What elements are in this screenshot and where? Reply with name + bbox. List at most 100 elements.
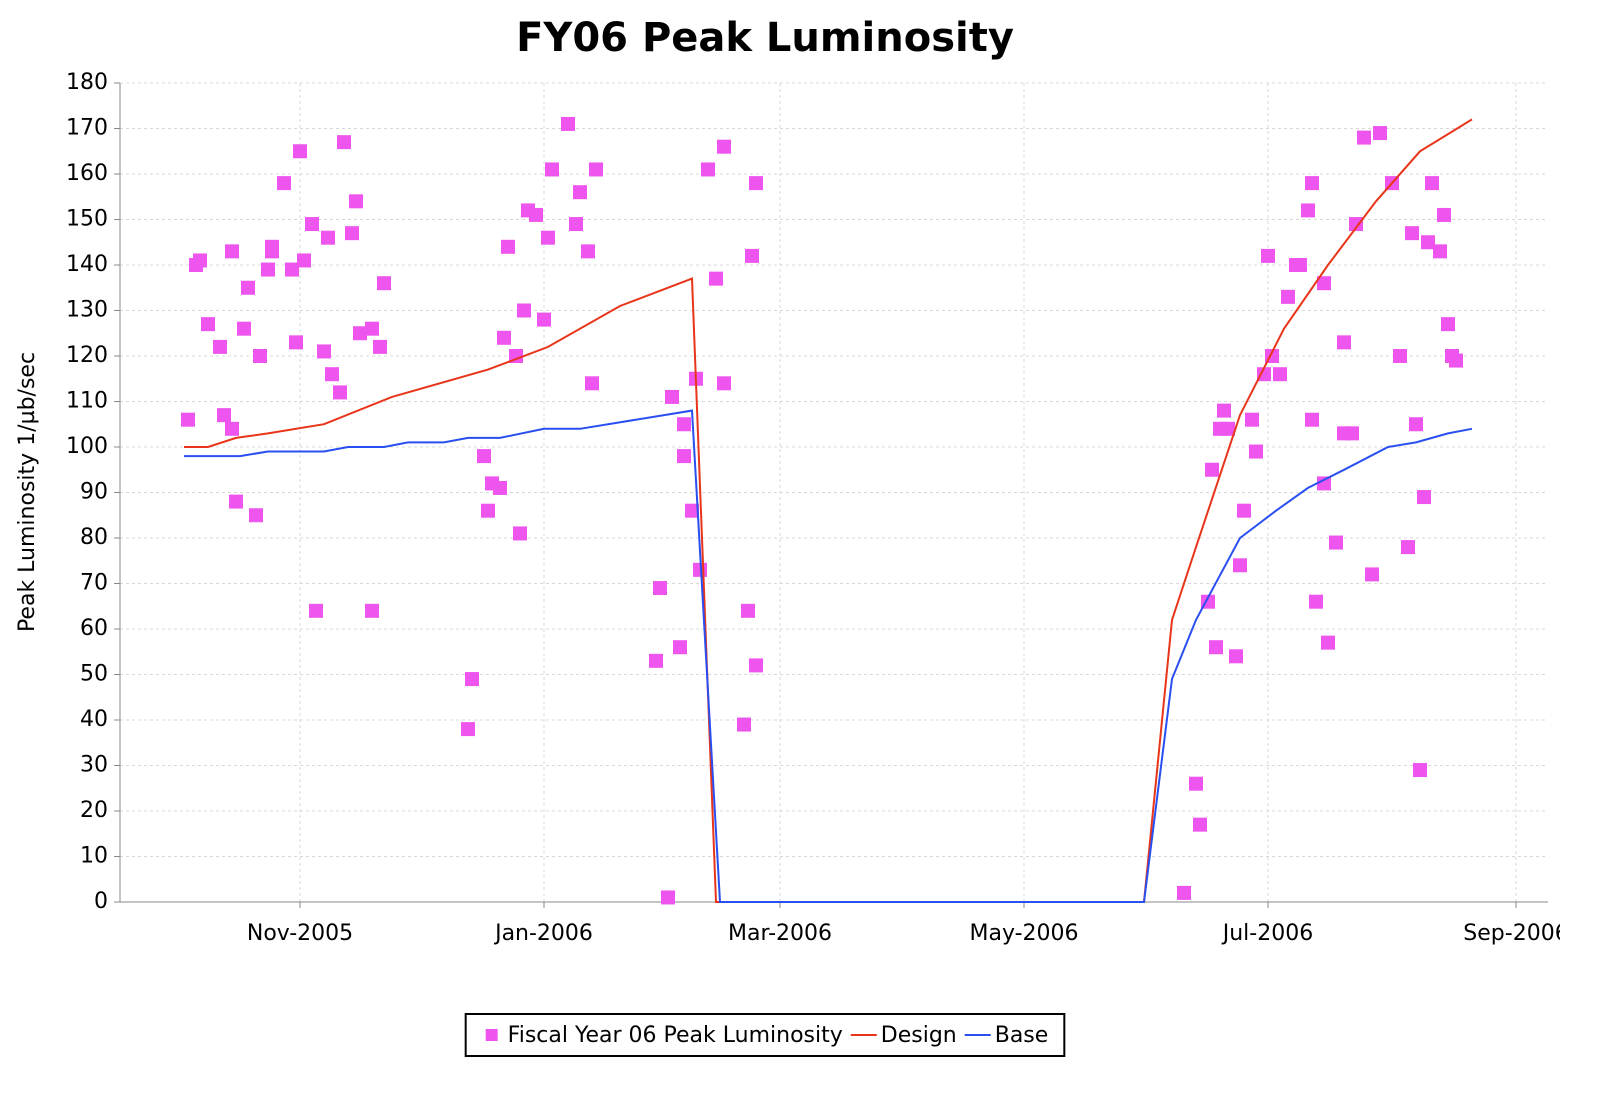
data-point	[249, 508, 263, 523]
data-point	[749, 658, 763, 673]
data-point	[289, 335, 303, 350]
x-tick-label: May-2006	[969, 921, 1078, 946]
y-tick-label: 70	[80, 571, 108, 596]
data-point	[237, 321, 251, 336]
data-point	[1209, 640, 1223, 655]
data-point	[321, 230, 335, 245]
data-point	[1221, 421, 1235, 436]
y-tick-label: 180	[66, 70, 108, 95]
data-point	[377, 276, 391, 291]
data-point	[213, 339, 227, 354]
data-point	[265, 244, 279, 259]
x-tick-label: Sep-2006	[1463, 921, 1560, 946]
data-point	[501, 239, 515, 254]
data-point	[1293, 258, 1307, 272]
data-point	[545, 162, 559, 177]
data-point	[465, 672, 479, 687]
chart-title: FY06 Peak Luminosity	[516, 15, 1014, 61]
data-point	[1357, 130, 1371, 145]
x-tick-label: Jan-2006	[493, 921, 593, 946]
data-point	[1317, 476, 1331, 491]
data-point	[665, 389, 679, 404]
data-point	[241, 280, 255, 295]
y-tick-label: 50	[80, 662, 108, 687]
data-point	[253, 349, 267, 363]
data-point	[677, 417, 691, 432]
data-point	[585, 376, 599, 391]
data-point	[1205, 462, 1219, 477]
data-point	[589, 162, 603, 177]
data-point	[225, 244, 239, 259]
data-point	[1393, 349, 1407, 363]
data-point	[1237, 503, 1251, 518]
data-point	[1417, 490, 1431, 505]
data-point	[709, 271, 723, 286]
legend-label: Design	[881, 1023, 957, 1048]
data-point	[1441, 317, 1455, 332]
data-point	[581, 244, 595, 259]
x-tick-label: Jul-2006	[1221, 921, 1313, 946]
data-point	[513, 526, 527, 541]
data-point	[537, 312, 551, 327]
data-point	[717, 139, 731, 154]
y-tick-label: 40	[80, 707, 108, 732]
data-point	[1373, 126, 1387, 141]
data-point	[1249, 444, 1263, 459]
y-tick-label: 20	[80, 798, 108, 823]
data-point	[517, 303, 531, 318]
data-point	[1433, 244, 1447, 259]
data-point	[1421, 235, 1435, 250]
data-point	[1425, 176, 1439, 191]
chart: FY06 Peak Luminosity Peak Luminosity 1/µ…	[15, 15, 1560, 1057]
data-point	[1189, 776, 1203, 791]
data-point	[477, 449, 491, 464]
data-point	[673, 640, 687, 655]
data-point	[1177, 885, 1191, 900]
data-point	[277, 176, 291, 191]
data-point	[1261, 248, 1275, 263]
data-point	[661, 890, 675, 905]
data-point	[229, 494, 243, 509]
data-point	[1329, 535, 1343, 550]
data-point	[1193, 817, 1207, 832]
y-tick-label: 150	[66, 207, 108, 232]
data-point	[497, 330, 511, 345]
data-point	[193, 253, 207, 268]
line-series	[184, 118, 1473, 903]
data-point	[1437, 207, 1451, 222]
data-point	[685, 503, 699, 518]
data-point	[1233, 558, 1247, 573]
data-point	[373, 339, 387, 354]
legend-marker	[485, 1029, 498, 1041]
data-point	[493, 480, 507, 495]
data-point	[317, 344, 331, 359]
data-point	[1229, 649, 1243, 664]
data-point	[293, 144, 307, 159]
data-point	[1365, 567, 1379, 582]
data-point	[1337, 335, 1351, 350]
y-tick-label: 90	[80, 480, 108, 505]
data-point	[701, 162, 715, 177]
data-point	[217, 408, 231, 423]
y-tick-label: 80	[80, 525, 108, 550]
data-point	[365, 321, 379, 336]
y-tick-label: 170	[66, 116, 108, 141]
y-tick-label: 30	[80, 753, 108, 778]
data-point	[569, 217, 583, 232]
data-point	[181, 412, 195, 427]
y-tick-label: 130	[66, 298, 108, 323]
data-point	[717, 376, 731, 391]
legend-label: Fiscal Year 06 Peak Luminosity	[508, 1023, 843, 1048]
data-point	[541, 230, 555, 245]
x-tick-label: Mar-2006	[728, 921, 832, 946]
data-point	[1281, 289, 1295, 304]
data-point	[1301, 203, 1315, 218]
data-point	[1273, 367, 1287, 382]
y-tick-label: 10	[80, 844, 108, 869]
y-tick-label: 0	[94, 889, 108, 914]
data-point	[749, 176, 763, 191]
data-point	[737, 717, 751, 732]
data-point	[1217, 403, 1231, 418]
data-point	[333, 385, 347, 400]
